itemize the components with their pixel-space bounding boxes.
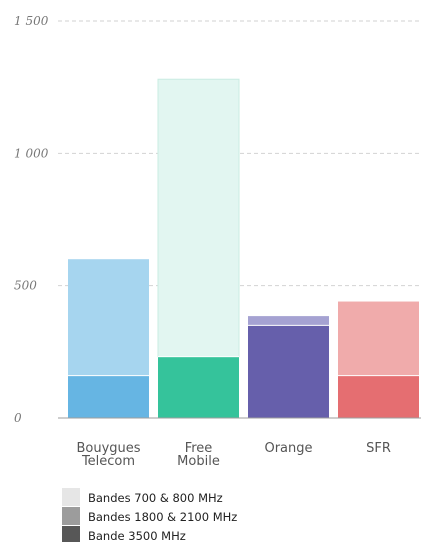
bar-0-series-2 xyxy=(68,259,149,376)
gridlines xyxy=(58,20,421,287)
y-axis-ticks: 0 500 1 500 1 000 xyxy=(14,14,49,425)
legend-swatch-0 xyxy=(62,488,80,506)
legend: Bandes 700 & 800 MHz Bandes 1800 & 2100 M… xyxy=(62,488,237,542)
legend-label-2: Bande 3500 MHz xyxy=(88,529,186,542)
legend-label-0: Bandes 700 & 800 MHz xyxy=(88,491,223,505)
x-category-label-1-line-1: Mobile xyxy=(177,454,220,469)
y-tick-label-500: 500 xyxy=(14,279,37,293)
x-category-label-0-line-1: Telecom xyxy=(81,454,135,469)
bar-1-series-2 xyxy=(157,78,240,358)
bar-1-series-0 xyxy=(158,356,239,418)
bar-2-series-0 xyxy=(248,325,329,418)
y-tick-label-1500: 1 500 xyxy=(14,14,49,28)
bar-2-series-1 xyxy=(248,316,329,326)
legend-swatch-2 xyxy=(62,526,80,542)
x-category-label-0-line-0: Bouygues xyxy=(76,441,140,456)
bar-3-series-0 xyxy=(338,375,419,418)
x-category-label-3-line-0: SFR xyxy=(366,441,391,456)
x-category-label-2-line-0: Orange xyxy=(264,441,312,456)
bar-0-series-0 xyxy=(68,375,149,418)
legend-swatch-1 xyxy=(62,507,80,525)
y-tick-label-1000: 1 000 xyxy=(14,146,49,160)
legend-label-1: Bandes 1800 & 2100 MHz xyxy=(88,510,237,524)
x-category-label-1-line-0: Free xyxy=(185,441,213,456)
bar-3-series-2 xyxy=(338,301,419,376)
y-tick-label-0: 0 xyxy=(14,411,22,425)
bars xyxy=(68,78,419,418)
